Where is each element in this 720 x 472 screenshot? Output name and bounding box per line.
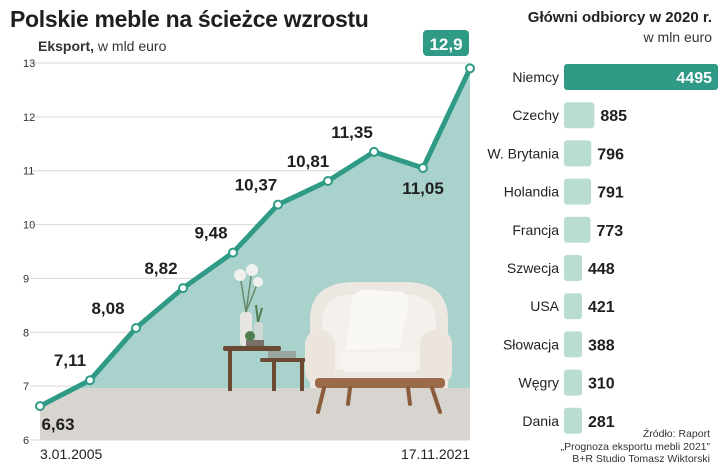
armchair [305, 282, 452, 414]
category-label: Słowacja [503, 336, 559, 352]
data-point [323, 175, 333, 186]
category-label: Francja [512, 222, 559, 238]
category-label: W. Brytania [487, 145, 559, 161]
value-label-last: 12,9 [429, 35, 462, 54]
bar-value-label: 791 [597, 185, 624, 202]
y-tick-label: 11 [23, 166, 34, 178]
bar-value-label: 4495 [676, 70, 712, 87]
data-point [35, 401, 45, 412]
bar-value-label: 281 [588, 414, 615, 431]
x-label-start: 3.01.2005 [40, 446, 102, 462]
value-label: 8,08 [91, 299, 124, 318]
value-label: 8,82 [144, 259, 177, 278]
x-label-end: 17.11.2021 [401, 446, 470, 462]
bar [564, 102, 595, 129]
bar [564, 178, 592, 205]
data-point [85, 375, 95, 386]
bar-value-label: 310 [588, 376, 615, 393]
category-label: Czechy [512, 107, 559, 123]
source-line: Źródło: Raport [642, 428, 710, 440]
bar [564, 216, 591, 243]
data-point [369, 146, 379, 157]
y-tick-label: 13 [23, 58, 35, 70]
bar-value-label: 773 [596, 223, 623, 240]
data-point [465, 63, 475, 74]
data-point [418, 163, 428, 174]
y-tick-label: 6 [23, 435, 29, 447]
bar [564, 255, 582, 281]
value-label: 10,81 [287, 152, 330, 171]
value-label: 7,11 [54, 351, 86, 370]
bar-value-label: 421 [588, 299, 615, 316]
highlight-badge [423, 30, 469, 56]
y-axis-ticks: 6 7 8 9 10 11 12 13 [23, 58, 35, 447]
y-tick-label: 8 [23, 327, 29, 339]
category-label: Węgry [519, 375, 559, 391]
bar [564, 64, 718, 90]
bar-value-label: 388 [588, 337, 615, 354]
data-point [228, 247, 238, 258]
chart-subtitle: Eksport, w mld euro [38, 38, 166, 54]
bar [564, 293, 582, 320]
data-markers [35, 63, 475, 412]
chart-title: Polskie meble na ścieżce wzrostu [10, 6, 369, 32]
export-trend-line [37, 65, 473, 409]
bar-value-label: 448 [588, 261, 615, 278]
category-label: Niemcy [512, 69, 559, 85]
source-line: „Prognoza eksportu mebli 2021” [560, 440, 710, 453]
category-label: Szwecja [507, 260, 559, 276]
floor [40, 388, 470, 440]
recipients-unit: w mln euro [643, 29, 712, 45]
y-tick-label: 12 [23, 112, 35, 124]
value-label: 10,37 [235, 176, 278, 195]
bar [564, 369, 582, 396]
y-tick-label: 7 [23, 381, 29, 393]
x-axis-labels: 3.01.2005 17.11.2021 [40, 446, 470, 462]
value-label: 11,35 [331, 123, 373, 142]
data-point [273, 199, 283, 210]
bar [564, 331, 582, 358]
bar [564, 407, 582, 434]
bar-value-label: 885 [600, 108, 627, 125]
recipients-title: Główni odbiorcy w 2020 r. [527, 9, 712, 26]
category-label: USA [530, 298, 559, 314]
data-point [178, 283, 188, 294]
value-label: 9,48 [194, 224, 227, 243]
side-table [223, 264, 310, 391]
category-label: Dania [522, 413, 559, 429]
value-label: 6,63 [41, 415, 74, 434]
bar [564, 140, 592, 167]
source-note: Źródło: Raport „Prognoza eksportu mebli … [561, 428, 710, 466]
y-tick-label: 9 [23, 273, 29, 285]
source-line: B+R Studio Tomasz Wiktorski [572, 453, 710, 465]
bar-value-label: 796 [597, 146, 624, 163]
value-label: 11,05 [402, 179, 444, 198]
category-label: Holandia [504, 184, 559, 200]
subtitle-unit: w mld euro [94, 38, 167, 54]
subtitle-bold: Eksport, [38, 38, 95, 54]
y-tick-label: 10 [23, 220, 35, 232]
data-point [131, 322, 141, 333]
